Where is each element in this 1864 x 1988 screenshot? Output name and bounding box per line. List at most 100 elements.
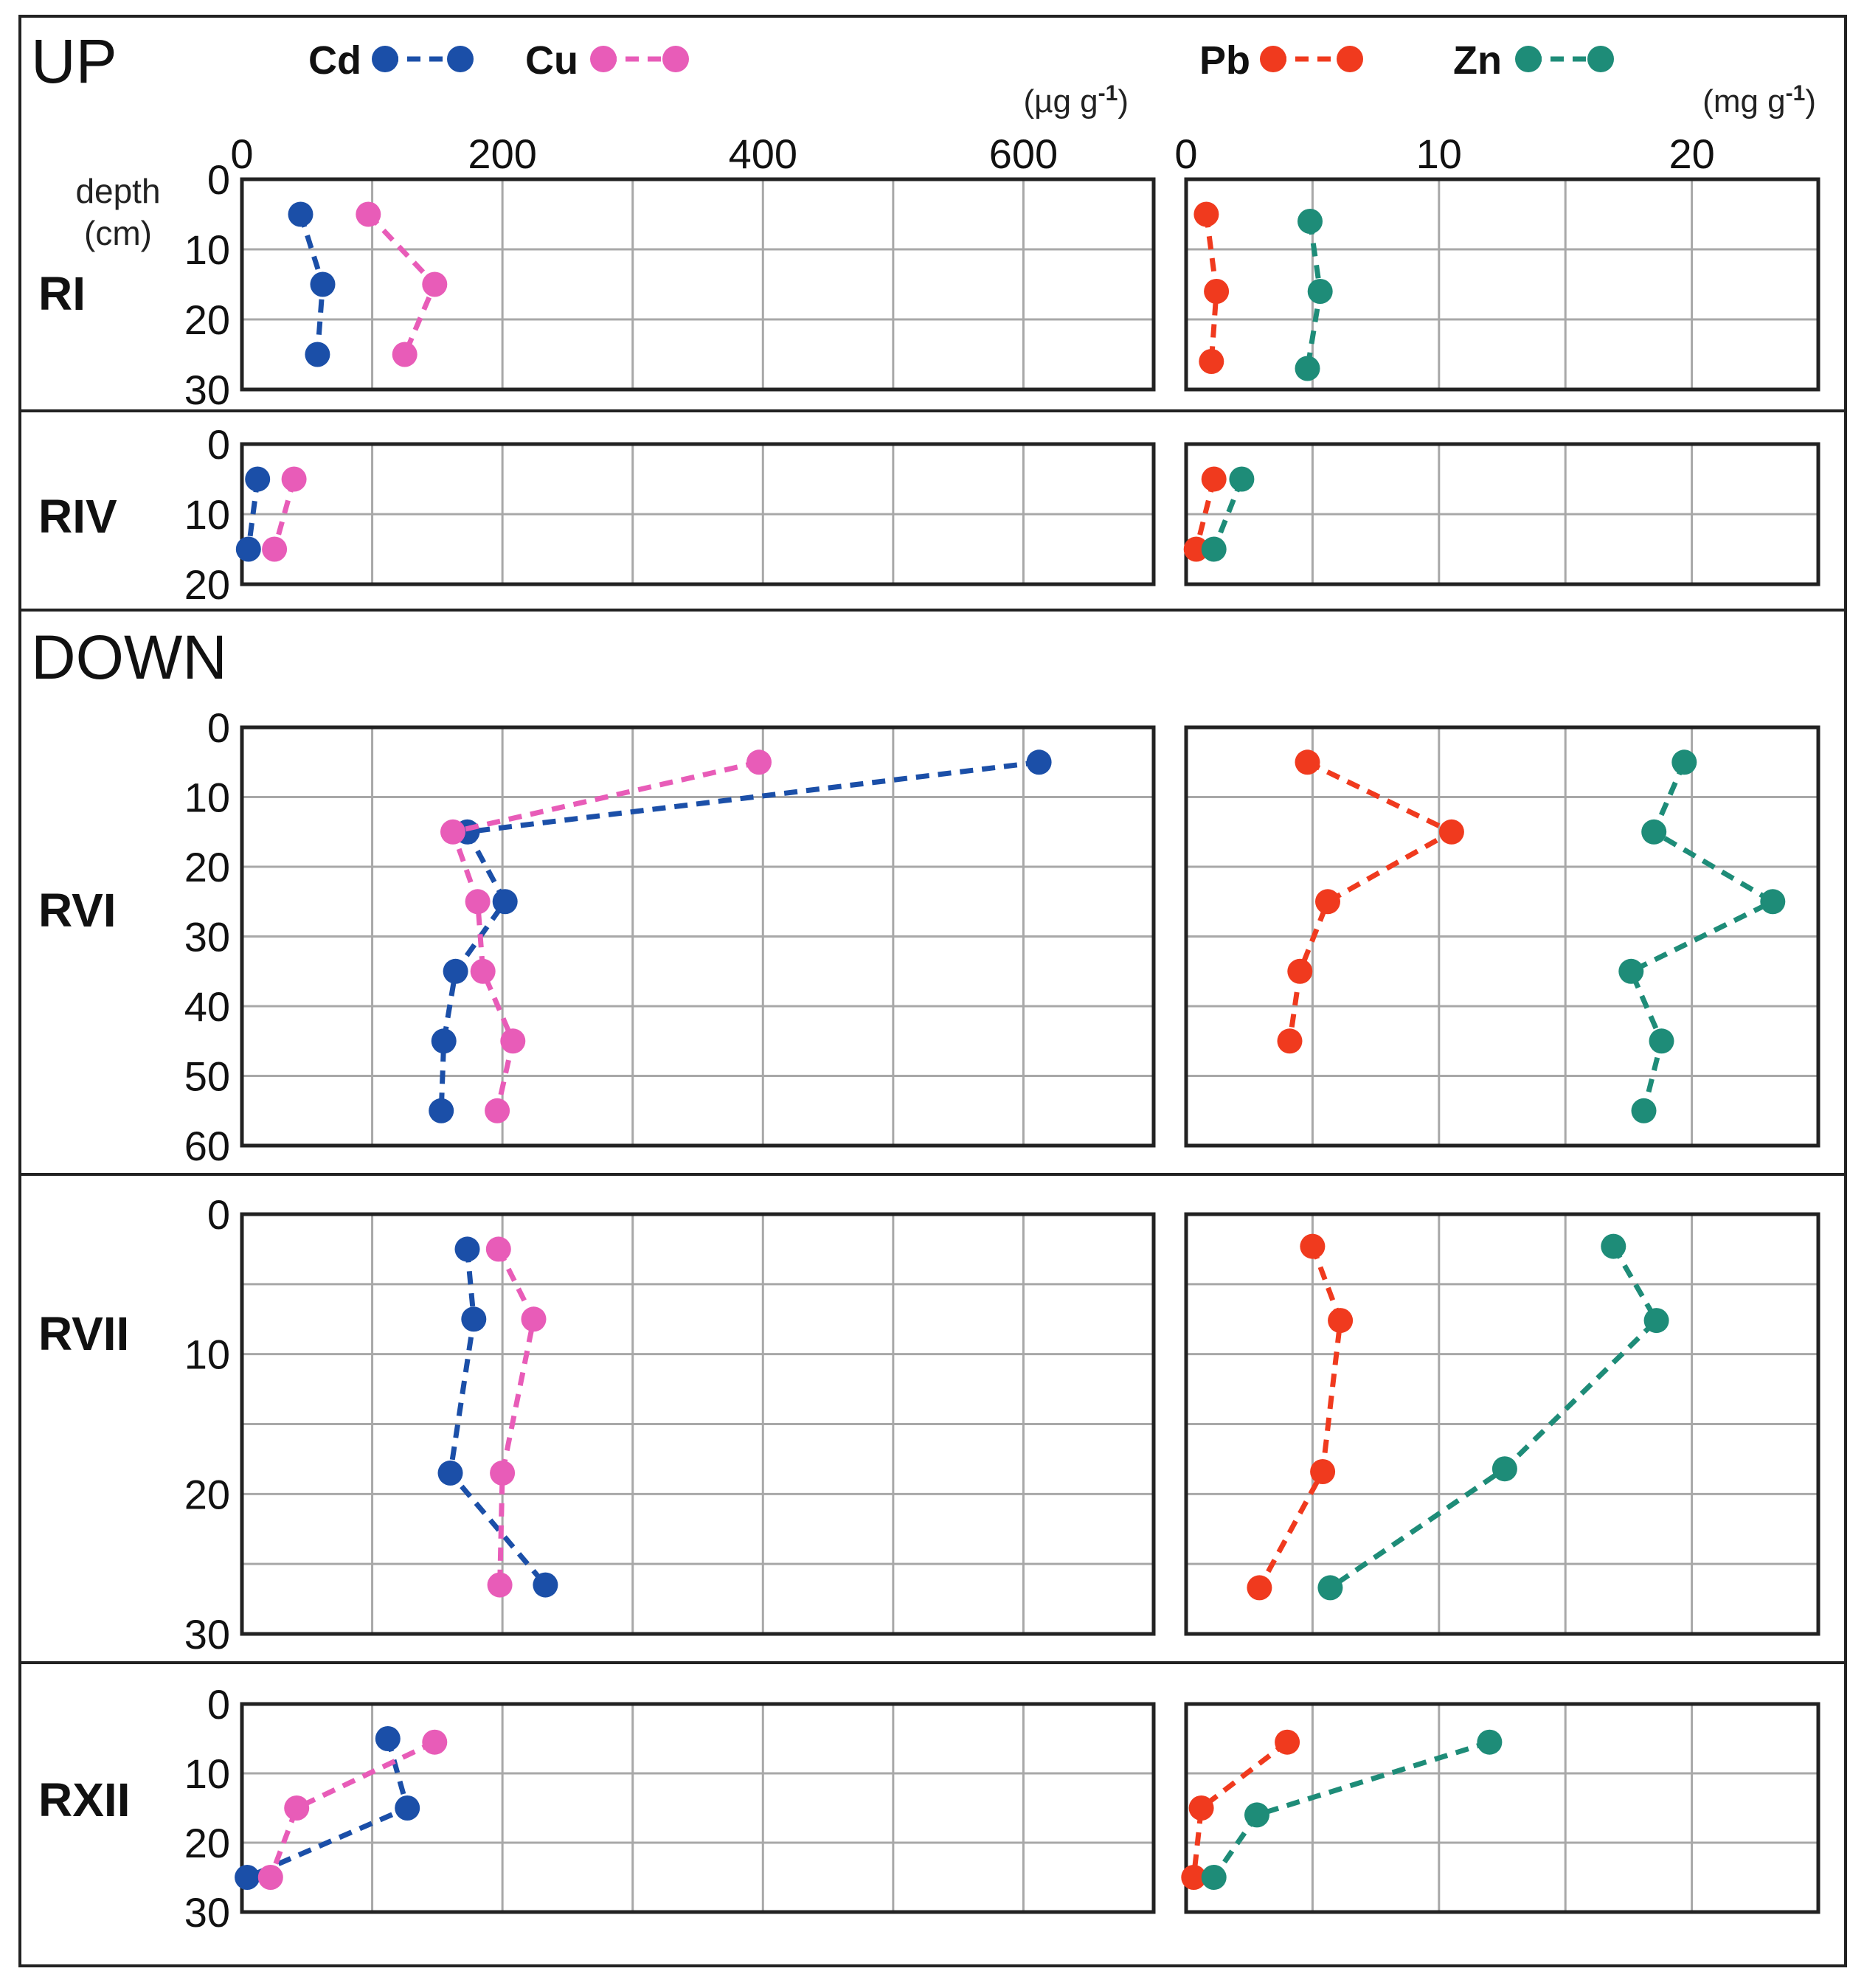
plot-frame-right	[1184, 725, 1820, 1148]
data-point	[1199, 349, 1224, 374]
data-point	[1188, 1795, 1214, 1821]
data-point	[245, 466, 271, 492]
data-point	[1275, 1729, 1300, 1755]
data-point	[431, 1028, 457, 1054]
site-box-RXII	[18, 1661, 1847, 1967]
series-cu	[257, 1729, 448, 1890]
legend-label: Pb	[1199, 38, 1250, 83]
depth-tick-label: 20	[184, 1471, 230, 1517]
x-tick-left: 400	[729, 131, 797, 177]
panel-RVII: RVII 0 10 20 30	[38, 1191, 1820, 1658]
legend-marker	[1587, 46, 1614, 72]
site-label: RI	[38, 267, 86, 320]
x-tick-left: 0	[230, 131, 253, 177]
gridlines-right	[1186, 1214, 1818, 1634]
gridlines-left	[242, 444, 1154, 584]
data-point	[454, 1236, 480, 1262]
data-point	[485, 1236, 511, 1262]
data-point	[235, 1865, 260, 1890]
data-point	[485, 1098, 510, 1123]
data-point	[490, 1460, 516, 1486]
depth-tick-label: 20	[184, 561, 230, 608]
data-point	[1201, 466, 1227, 492]
gridlines-right	[1186, 1704, 1818, 1912]
data-point	[262, 536, 288, 562]
depth-tick-label: 10	[184, 775, 230, 821]
depth-tick-label: 30	[184, 914, 230, 960]
data-point	[437, 1460, 463, 1486]
data-point	[1649, 1028, 1674, 1054]
series-cu	[440, 749, 772, 1123]
data-point	[1641, 819, 1667, 845]
x-tick-right: 0	[1174, 131, 1197, 177]
x-tick-right: 10	[1416, 131, 1462, 177]
group-label-down: DOWN	[31, 623, 227, 692]
data-point	[1760, 889, 1786, 915]
legend-label: Cu	[525, 38, 578, 83]
series-pb	[1247, 1233, 1354, 1601]
plot-frame-right	[1184, 1212, 1820, 1636]
data-point	[1631, 1098, 1657, 1123]
data-point	[422, 271, 448, 297]
site-label: RXII	[38, 1773, 130, 1826]
data-point	[465, 889, 491, 915]
data-point	[1295, 356, 1320, 381]
data-point	[500, 1028, 526, 1054]
data-point	[443, 958, 468, 984]
series-zn	[1618, 749, 1786, 1123]
depth-tick-label: 10	[184, 491, 230, 538]
gridlines-left	[242, 1704, 1154, 1912]
legend-marker	[590, 46, 617, 72]
data-point	[1643, 1308, 1669, 1334]
data-point	[1315, 889, 1340, 915]
series-line	[496, 1247, 537, 1585]
panel-RXII: RXII 0 10 20 30	[38, 1681, 1820, 1936]
legend-marker	[1515, 46, 1542, 72]
data-point	[1491, 1456, 1517, 1482]
data-point	[392, 342, 418, 367]
group-label-up: UP	[31, 27, 117, 96]
data-point	[1201, 536, 1227, 562]
series-zn	[1201, 1729, 1503, 1890]
depth-tick-label: 40	[184, 983, 230, 1030]
depth-tick-label: 0	[207, 1191, 230, 1238]
legend-label: Zn	[1453, 38, 1502, 83]
depth-label-line: depth	[75, 172, 160, 210]
depth-tick-label: 50	[184, 1053, 230, 1100]
legend-item-zn: Zn	[1453, 38, 1614, 83]
plot-frame-left	[240, 177, 1156, 392]
plot-frame-right	[1184, 442, 1820, 586]
x-tick-right: 20	[1669, 131, 1714, 177]
group-borders	[18, 15, 1847, 1967]
data-point	[533, 1572, 558, 1598]
legend-marker	[662, 46, 689, 72]
gridlines-left	[242, 1214, 1154, 1634]
legend-item-cu: Cu	[525, 38, 689, 83]
data-point	[440, 819, 465, 845]
series-zn	[1317, 1233, 1669, 1601]
depth-tick-label: 30	[184, 367, 230, 413]
data-point	[395, 1795, 420, 1821]
depth-tick-label: 60	[184, 1123, 230, 1169]
data-point	[310, 271, 336, 297]
data-point	[1244, 1802, 1269, 1828]
series-zn	[1201, 466, 1255, 562]
series-zn	[1295, 209, 1333, 381]
data-point	[1204, 279, 1230, 304]
data-point	[1310, 1459, 1336, 1484]
legend-marker	[1337, 46, 1363, 72]
data-point	[1181, 1865, 1207, 1890]
panel-RVI: RVI 0 10 20 30 40 50 60	[38, 704, 1820, 1169]
series-line	[1328, 1244, 1660, 1590]
series-cd	[235, 466, 271, 562]
depth-tick-label: 20	[184, 297, 230, 343]
data-point	[487, 1572, 513, 1598]
depth-tick-label: 20	[184, 1820, 230, 1866]
data-point	[1307, 279, 1333, 304]
plot-frame-right	[1184, 1702, 1820, 1914]
data-point	[288, 201, 313, 227]
data-point	[1317, 1575, 1343, 1601]
series-pb	[1181, 1729, 1300, 1890]
series-cd	[437, 1236, 558, 1598]
x-tick-left: 200	[468, 131, 536, 177]
